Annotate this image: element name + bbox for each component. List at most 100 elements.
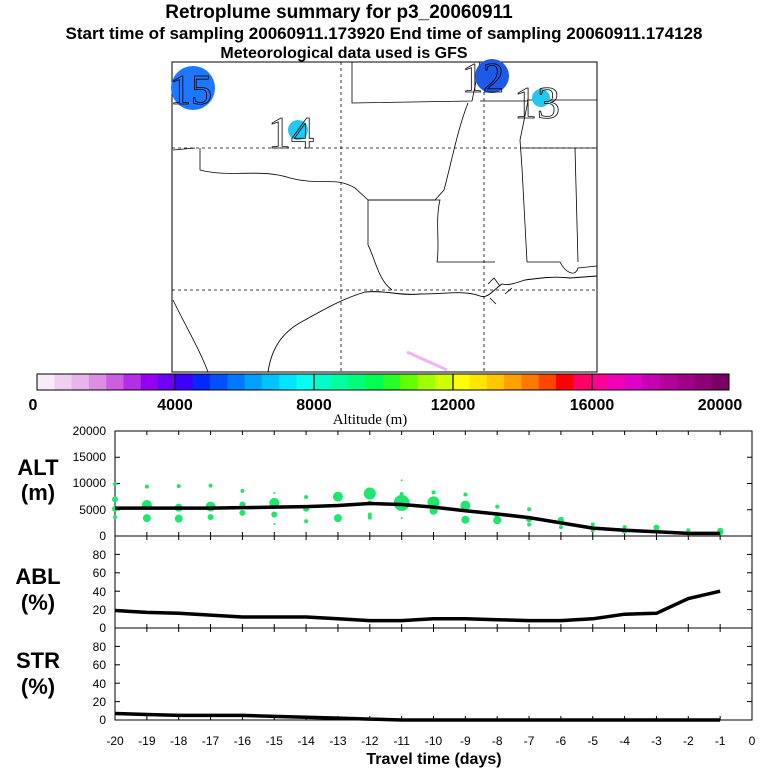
colorbar-swatch xyxy=(538,374,557,390)
colorbar-swatch xyxy=(261,374,280,390)
alt-scatter-point xyxy=(142,514,151,523)
alt-scatter-point xyxy=(527,522,532,527)
alt-scatter-point xyxy=(240,488,245,493)
alt-scatter-point xyxy=(112,496,118,503)
alt-ytick-0: 0 xyxy=(99,529,106,543)
x-tick-label: -8 xyxy=(492,734,503,748)
colorbar-swatch xyxy=(711,374,730,390)
x-tick-label: -12 xyxy=(361,734,379,748)
alt-scatter-point xyxy=(463,492,468,497)
alt-scatter-point xyxy=(176,484,181,489)
chart-title: Retroplume summary for p3_20060911 xyxy=(165,2,513,23)
colorbar-swatch xyxy=(106,374,124,390)
str-ytick-60: 60 xyxy=(93,658,107,672)
x-tick-label: -11 xyxy=(393,734,410,748)
alt-scatter-point xyxy=(653,524,660,531)
x-tick-label: 0 xyxy=(749,734,756,748)
colorbar-swatch xyxy=(88,374,107,390)
colorbar-swatch xyxy=(296,374,315,390)
alt-scatter-point xyxy=(527,507,532,512)
x-tick-label: -13 xyxy=(329,734,347,748)
plume-trace xyxy=(406,350,448,372)
str-label: STR xyxy=(16,648,60,673)
map-frame xyxy=(171,61,598,373)
abl-ytick-60: 60 xyxy=(93,566,107,580)
plume-circle-15 xyxy=(171,66,215,110)
alt-scatter-point xyxy=(304,495,309,500)
alt-ytick-20000: 20000 xyxy=(73,424,107,438)
map-panel: 14 13 15 12 xyxy=(170,56,598,373)
x-tick-label: -18 xyxy=(170,734,188,748)
colorbar-swatch xyxy=(694,374,713,390)
alt-scatter-point xyxy=(113,515,117,520)
x-tick-label: -3 xyxy=(651,734,662,748)
str-ytick-20: 20 xyxy=(93,695,107,709)
colorbar-swatch xyxy=(452,374,470,390)
alt-ytick-5000: 5000 xyxy=(79,503,106,517)
alt-scatter-point xyxy=(431,490,436,495)
alt-scatter-point xyxy=(113,482,117,487)
alt-series-line xyxy=(115,501,721,536)
colorbar-swatch xyxy=(227,374,246,390)
colorbar-swatch xyxy=(677,374,695,390)
x-tick-label: -9 xyxy=(460,734,471,748)
colorbar-border xyxy=(36,373,730,391)
colorbar-swatch xyxy=(71,374,90,390)
colorbar-tick-4000: 4000 xyxy=(157,397,193,414)
x-tick-label: -6 xyxy=(556,734,567,748)
alt-ytick-10000: 10000 xyxy=(73,476,107,490)
delta-coast xyxy=(487,277,513,305)
x-tick-label: -16 xyxy=(234,734,252,748)
day-label-14: 14 xyxy=(268,107,314,158)
x-tick-label: -14 xyxy=(297,734,315,748)
alt-scatter-point xyxy=(304,519,309,524)
colorbar-swatch xyxy=(123,374,142,390)
alt-scatter-point xyxy=(367,515,372,520)
alt-scatter-point xyxy=(273,522,276,525)
axis-ticks xyxy=(114,430,753,721)
alt-panel-frame xyxy=(114,430,753,537)
colorbar-swatch xyxy=(659,374,678,390)
x-tick-label: -19 xyxy=(138,734,156,748)
colorbar-tick-16000: 16000 xyxy=(570,397,615,414)
alt-scatter-point xyxy=(174,514,183,523)
colorbar-swatch xyxy=(573,374,592,390)
colorbar-swatch xyxy=(486,374,505,390)
day-label-15: 15 xyxy=(170,68,212,114)
str-ytick-40: 40 xyxy=(93,677,107,691)
str-panel-frame xyxy=(114,627,753,721)
alt-scatter-point xyxy=(558,525,563,530)
plume-circle-12 xyxy=(475,59,509,93)
str-unit: (%) xyxy=(21,674,55,699)
colorbar-swatch xyxy=(469,374,488,390)
alt-scatter-point xyxy=(460,500,471,511)
colorbar-swatch xyxy=(556,374,574,390)
alt-scatter-point xyxy=(271,511,278,518)
alt-scatter-point xyxy=(590,522,595,527)
colorbar-swatch xyxy=(590,374,609,390)
abl-ytick-20: 20 xyxy=(93,603,107,617)
alt-scatter-point xyxy=(367,512,372,517)
x-tick-label: -1 xyxy=(715,734,726,748)
alt-scatter-point xyxy=(144,484,149,489)
alt-scatter-point xyxy=(400,479,403,482)
colorbar-swatch xyxy=(158,374,176,390)
x-axis-label: Travel time (days) xyxy=(366,751,501,768)
colorbar-swatch xyxy=(607,374,626,390)
colorbar-swatch xyxy=(383,374,401,390)
colorbar-swatch xyxy=(504,374,522,390)
alt-scatter-point xyxy=(363,487,376,500)
colorbar-swatch xyxy=(192,374,211,390)
alt-ytick-15000: 15000 xyxy=(73,450,107,464)
x-tick-label: -20 xyxy=(106,734,124,748)
colorbar-tick-8000: 8000 xyxy=(296,397,332,414)
colorbar-swatch xyxy=(521,374,540,390)
alt-label: ALT xyxy=(17,455,59,480)
day-label-13: 13 xyxy=(514,77,560,128)
x-tick-label: -15 xyxy=(266,734,284,748)
abl-unit: (%) xyxy=(21,590,55,615)
colorbar-tick-20000: 20000 xyxy=(698,397,743,414)
colorbar-tick-0: 0 xyxy=(29,397,38,414)
abl-ytick-80: 80 xyxy=(93,548,107,562)
